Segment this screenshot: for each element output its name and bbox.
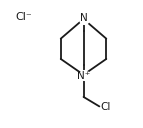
Text: Cl⁻: Cl⁻ (16, 12, 32, 22)
Text: N: N (80, 13, 87, 23)
Text: Cl: Cl (101, 102, 111, 112)
Text: N⁺: N⁺ (77, 71, 90, 81)
